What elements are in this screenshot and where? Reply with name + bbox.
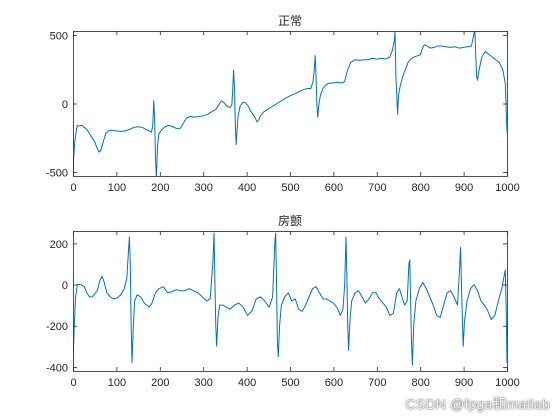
x-tick-label: 400 — [238, 182, 256, 194]
x-tick-label: 200 — [151, 377, 169, 389]
chart-title: 房颤 — [278, 213, 302, 228]
x-tick-label: 0 — [70, 182, 76, 194]
y-tick-label: 0 — [62, 99, 68, 111]
x-tick-label: 1000 — [495, 377, 519, 389]
x-tick-label: 600 — [325, 182, 343, 194]
series-line — [73, 31, 507, 176]
x-tick-label: 700 — [368, 377, 386, 389]
y-tick-label: -500 — [46, 167, 68, 179]
y-tick-label: 500 — [50, 31, 68, 43]
x-tick-label: 100 — [108, 182, 126, 194]
x-tick-label: 800 — [412, 377, 430, 389]
plot-area — [73, 231, 507, 371]
plot-area — [73, 31, 507, 176]
x-tick-label: 300 — [195, 182, 213, 194]
x-tick-label: 500 — [281, 377, 299, 389]
x-tick-label: 400 — [238, 377, 256, 389]
chart-title: 正常 — [278, 14, 302, 28]
x-tick-label: 100 — [108, 377, 126, 389]
x-tick-label: 0 — [70, 377, 76, 389]
x-tick-label: 900 — [455, 377, 473, 389]
y-tick-label: -400 — [46, 362, 68, 374]
y-tick-label: 200 — [50, 239, 68, 251]
x-tick-label: 900 — [455, 182, 473, 194]
top-subplot: 0 100 200 300 400 500 600 700 800 900 1000-5000500… — [46, 14, 520, 194]
x-tick-label: 800 — [412, 182, 430, 194]
watermark-text: CSDN @fpga和matlab — [405, 396, 550, 412]
x-tick-label: 1000 — [495, 182, 519, 194]
y-tick-label: 0 — [62, 280, 68, 292]
y-tick-label: -200 — [46, 321, 68, 333]
x-tick-label: 200 — [151, 182, 169, 194]
x-tick-label: 300 — [195, 377, 213, 389]
x-tick-label: 500 — [281, 182, 299, 194]
x-tick-label: 700 — [368, 182, 386, 194]
bottom-subplot: 0 100 200 300 400 500 600 700 800 900 1000 -400 -200… — [46, 213, 520, 389]
x-tick-label: 600 — [325, 377, 343, 389]
series-line — [73, 232, 507, 366]
